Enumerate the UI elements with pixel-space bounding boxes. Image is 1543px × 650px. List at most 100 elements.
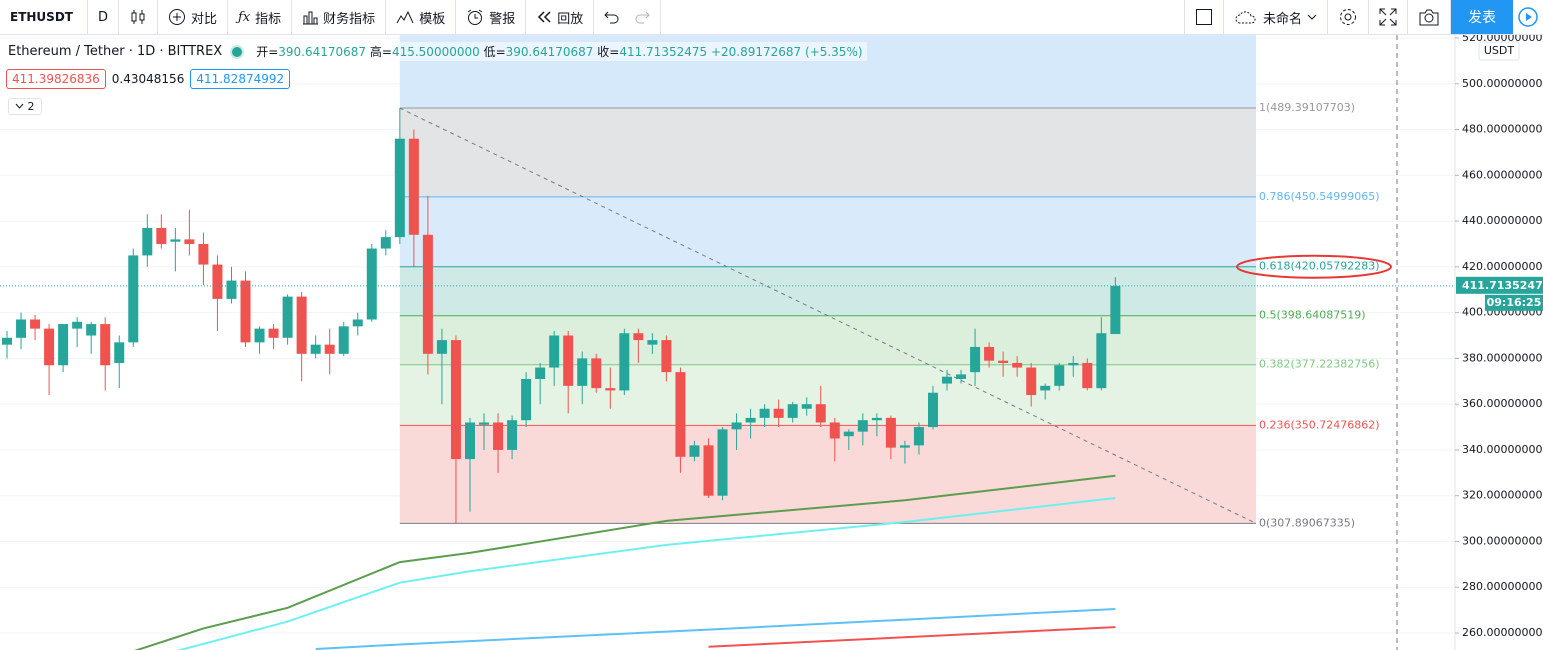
close-value: 411.71352475: [619, 45, 708, 59]
candle-body: [899, 445, 910, 448]
publish-button[interactable]: 发表: [1451, 0, 1513, 34]
candle-body: [464, 422, 475, 460]
candle-body: [535, 367, 546, 379]
candle-body: [114, 342, 125, 363]
candle-body: [142, 227, 153, 256]
quote-badges: 411.39826836 0.43048156 411.82874992: [6, 69, 291, 89]
indicator-count: 2: [27, 100, 35, 113]
candle-body: [927, 392, 938, 428]
y-tick-label: 260.00000000: [1462, 626, 1542, 639]
candle-body: [815, 404, 826, 423]
candle-body: [829, 422, 840, 439]
candle-body: [226, 280, 237, 299]
candle-body: [507, 420, 518, 450]
undo-icon[interactable]: [604, 10, 620, 24]
indicator-toggle[interactable]: 2: [8, 98, 42, 115]
candle-body: [1110, 285, 1121, 335]
annotation-circle: [1236, 254, 1392, 279]
close-label: 收=: [597, 45, 620, 59]
fib-zone: [399, 266, 1257, 316]
settings-button[interactable]: [1328, 0, 1369, 34]
legend: Ethereum / Tether · 1D · BITTREX 开=390.6…: [8, 42, 867, 61]
countdown-box: [1485, 294, 1543, 311]
candle-body: [366, 248, 377, 320]
candle-body: [731, 422, 742, 430]
y-tick-label: 320.00000000: [1462, 489, 1542, 502]
interval-button[interactable]: D: [88, 0, 119, 34]
y-tick-label: 360.00000000: [1462, 397, 1542, 410]
fib-level-label: 0(307.89067335): [1259, 516, 1355, 529]
chart: 1(489.39107703) 0.786(450.54999065) 0.618(…: [0, 35, 1543, 650]
candle-body: [647, 340, 658, 345]
replay-button[interactable]: 回放: [526, 0, 595, 34]
low-label: 低=: [483, 45, 506, 59]
candle-body: [436, 340, 447, 354]
candle-body: [338, 326, 349, 354]
candle-body: [759, 408, 770, 418]
financials-button[interactable]: 财务指标: [292, 0, 387, 34]
ohlc: 开=390.64170687 高=415.50000000 低=390.6417…: [252, 42, 867, 61]
candle-body: [310, 344, 321, 354]
candle-body: [984, 346, 995, 361]
fib-level-label: 0.786(450.54999065): [1259, 190, 1380, 203]
candle-body: [787, 404, 798, 418]
candle-body: [913, 427, 924, 446]
redo-icon[interactable]: [634, 10, 650, 24]
symbol-button[interactable]: ETHUSDT: [0, 0, 88, 34]
high-value: 415.50000000: [391, 45, 480, 59]
candle-body: [408, 138, 419, 235]
candle-body: [689, 445, 700, 457]
y-tick-label: 500.00000000: [1462, 77, 1542, 90]
snapshot-button[interactable]: [1408, 0, 1451, 34]
indicators-label: 指标: [255, 11, 282, 27]
last-price-box: [1456, 276, 1543, 294]
square-icon: [1195, 9, 1212, 25]
candle-body: [156, 227, 167, 244]
candle-body: [591, 358, 602, 389]
candle-body: [2, 337, 12, 345]
candle-body: [857, 420, 868, 432]
plot-area: [0, 35, 1455, 650]
change-value: +20.89172687 (+5.35%): [710, 45, 863, 59]
financials-label: 财务指标: [323, 11, 376, 27]
alarm-icon: [467, 9, 483, 25]
bid-badge[interactable]: 411.39826836: [6, 69, 106, 89]
indicators-button[interactable]: ƒx 指标: [228, 0, 293, 34]
layout-button[interactable]: [1183, 0, 1224, 34]
candle-body: [479, 422, 490, 425]
candle-body: [268, 328, 279, 338]
fib-zone: [399, 108, 1257, 197]
axis-background: [1455, 35, 1543, 650]
candle-body: [72, 321, 83, 329]
ask-badge[interactable]: 411.82874992: [190, 69, 291, 89]
candle-body: [128, 255, 139, 343]
candle-body: [577, 358, 588, 386]
fib-level-label: 0.5(398.64087519): [1259, 309, 1366, 322]
compare-button[interactable]: 对比: [158, 0, 228, 34]
fullscreen-button[interactable]: [1369, 0, 1408, 34]
candle-body: [970, 346, 981, 373]
alert-button[interactable]: 警报: [456, 0, 527, 34]
y-tick-label: 440.00000000: [1462, 214, 1542, 227]
candle-body: [1054, 365, 1065, 386]
candle-body: [619, 333, 630, 391]
moving-average: [708, 626, 1116, 648]
layout-name-button[interactable]: 未命名: [1224, 0, 1328, 34]
y-tick-label: 420.00000000: [1462, 260, 1542, 273]
candle-body: [1082, 362, 1093, 389]
candle-body: [212, 264, 223, 299]
candle-body: [100, 324, 111, 366]
countdown-label: 09:16:25: [1487, 296, 1542, 309]
candle-body: [422, 234, 433, 354]
candle-body: [956, 374, 967, 379]
bars-icon: [303, 11, 319, 25]
chart-style-button[interactable]: [119, 0, 158, 34]
camera-icon: [1419, 9, 1439, 26]
templates-button[interactable]: 模板: [386, 0, 457, 34]
cloud-icon: [1235, 11, 1256, 24]
currency-label: USDT: [1484, 44, 1515, 57]
play-button[interactable]: [1513, 0, 1543, 34]
fx-icon: ƒx: [238, 9, 251, 25]
